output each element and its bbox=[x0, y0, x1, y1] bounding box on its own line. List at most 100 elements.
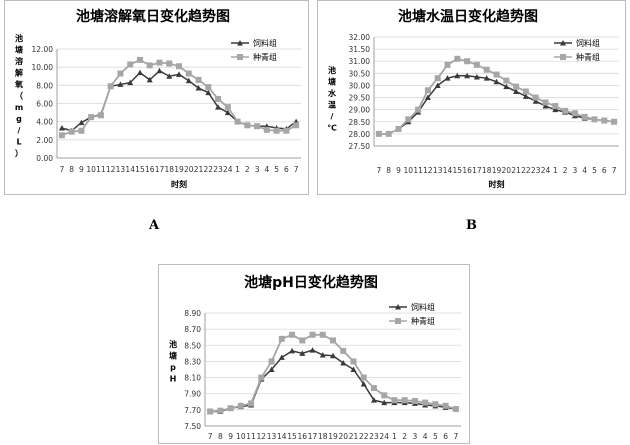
data-point-triangle bbox=[513, 88, 520, 94]
data-point-square bbox=[289, 331, 296, 338]
data-point-triangle bbox=[503, 83, 510, 90]
dissolved-oxygen-chart: 池塘溶解氧日变化趋势图 0.00 2.00 4.00 6.00 8.00 10.00 12.0… bbox=[14, 8, 301, 189]
data-point-square bbox=[258, 374, 265, 381]
data-point-square bbox=[68, 128, 75, 135]
legend-label: 种青组 bbox=[253, 52, 277, 62]
y-tick-label: 2.00 bbox=[36, 136, 53, 145]
x-tick-label: 4 bbox=[264, 165, 269, 174]
y-tick-label: 31.00 bbox=[349, 57, 371, 66]
x-tick-label: 4 bbox=[423, 432, 428, 441]
x-tick-label: 14 bbox=[125, 165, 135, 174]
data-point-square bbox=[268, 358, 275, 365]
data-point-triangle bbox=[205, 89, 212, 96]
data-point-square bbox=[195, 76, 202, 83]
y-tick-label: 10.00 bbox=[32, 63, 54, 72]
y-axis-label-char: / bbox=[331, 112, 334, 121]
x-tick-label: 17 bbox=[308, 432, 318, 441]
y-axis-label-char: ） bbox=[15, 148, 23, 158]
x-tick-label: 6 bbox=[284, 165, 289, 174]
y-axis-label-char: 氧 bbox=[14, 79, 23, 89]
x-tick-label: 22 bbox=[521, 166, 531, 175]
data-point-square bbox=[493, 71, 500, 78]
y-tick-label: 6.00 bbox=[36, 100, 53, 109]
data-point-square bbox=[127, 61, 134, 68]
chart-panel-water-temperature: 池塘水温日变化趋势图 27.50 28.00 28.50 29.00 29.50 30.00… bbox=[317, 0, 626, 195]
data-point-square bbox=[58, 132, 65, 139]
y-axis-label-char: g bbox=[16, 115, 22, 124]
y-tick-label: 8.90 bbox=[184, 309, 201, 318]
y-axis-label-char: L bbox=[16, 138, 21, 147]
y-tick-label: 29.50 bbox=[349, 94, 371, 103]
data-point-square bbox=[375, 130, 382, 137]
x-tick-label: 1 bbox=[392, 432, 397, 441]
data-point-triangle bbox=[532, 98, 539, 104]
x-tick-label: 15 bbox=[287, 432, 297, 441]
y-axis-label-char: 解 bbox=[15, 68, 23, 78]
data-point-triangle bbox=[340, 360, 347, 366]
legend-label: 饲料组 bbox=[253, 38, 277, 48]
x-tick-label: 7 bbox=[453, 432, 458, 441]
x-tick-label: 1 bbox=[553, 166, 558, 175]
data-point-square bbox=[234, 118, 241, 125]
x-tick-label: 19 bbox=[174, 165, 184, 174]
data-point-square bbox=[215, 95, 222, 102]
data-point-square bbox=[391, 397, 398, 404]
y-axis-label-char: 池 bbox=[169, 339, 177, 349]
x-tick-label: 9 bbox=[396, 166, 401, 175]
x-axis-label: 时刻 bbox=[171, 179, 187, 189]
data-point-triangle bbox=[464, 72, 471, 79]
x-tick-label: 21 bbox=[511, 166, 521, 175]
data-point-square bbox=[309, 331, 316, 338]
x-tick-label: 19 bbox=[328, 432, 338, 441]
data-point-square bbox=[562, 107, 569, 114]
chart-title: 池塘pH日变化趋势图 bbox=[244, 274, 378, 291]
x-tick-label: 5 bbox=[274, 165, 279, 174]
data-point-square bbox=[385, 130, 392, 137]
x-tick-label: 7 bbox=[612, 166, 617, 175]
data-point-square bbox=[330, 337, 336, 344]
data-point-triangle bbox=[127, 79, 134, 86]
y-tick-label: 12.00 bbox=[32, 45, 54, 54]
data-point-square bbox=[601, 117, 608, 124]
y-tick-label: 8.50 bbox=[184, 341, 201, 350]
y-tick-label: 0.00 bbox=[36, 154, 53, 163]
x-tick-label: 1 bbox=[235, 165, 240, 174]
data-point-square bbox=[452, 406, 459, 413]
x-tick-label: 23 bbox=[213, 165, 223, 174]
x-tick-label: 10 bbox=[236, 432, 246, 441]
x-tick-label: 24 bbox=[379, 432, 389, 441]
data-point-square bbox=[254, 123, 261, 130]
x-tick-label: 6 bbox=[443, 432, 448, 441]
x-tick-label: 7 bbox=[208, 432, 213, 441]
x-tick-label: 7 bbox=[59, 165, 64, 174]
x-tick-label: 19 bbox=[492, 166, 502, 175]
data-point-square bbox=[88, 114, 95, 121]
data-point-triangle bbox=[176, 71, 182, 77]
x-tick-label: 18 bbox=[164, 165, 174, 174]
data-point-triangle bbox=[330, 352, 336, 359]
x-tick-label: 2 bbox=[245, 165, 250, 174]
y-tick-label: 28.50 bbox=[349, 118, 371, 127]
data-point-square bbox=[503, 77, 510, 84]
data-point-triangle bbox=[309, 347, 316, 353]
y-axis-label-char: 溶 bbox=[15, 56, 23, 66]
x-tick-label: 17 bbox=[155, 165, 165, 174]
data-point-triangle bbox=[58, 125, 65, 131]
y-axis-label-char: / bbox=[18, 126, 21, 135]
y-tick-label: 8.00 bbox=[36, 81, 53, 90]
data-point-triangle bbox=[146, 76, 153, 83]
x-tick-label: 20 bbox=[338, 432, 348, 441]
data-point-square bbox=[405, 116, 412, 123]
x-tick-label: 5 bbox=[433, 432, 438, 441]
y-axis-label-char: 塘 bbox=[169, 351, 177, 361]
data-point-square bbox=[224, 104, 231, 111]
data-point-square bbox=[350, 358, 357, 365]
y-tick-label: 7.70 bbox=[184, 406, 201, 415]
ph-chart: 池塘pH日变化趋势图 7.50 7.70 7.90 8.10 8.30 8.50 8.70 8.… bbox=[169, 274, 461, 441]
x-tick-label: 20 bbox=[502, 166, 512, 175]
series-line-grass-group bbox=[378, 57, 615, 135]
chart-title: 池塘溶解氧日变化趋势图 bbox=[76, 8, 230, 25]
water-temperature-chart: 池塘水温日变化趋势图 27.50 28.00 28.50 29.00 29.50 30.00… bbox=[327, 8, 619, 189]
x-tick-label: 22 bbox=[359, 432, 369, 441]
series-line-feed-group bbox=[378, 75, 615, 135]
